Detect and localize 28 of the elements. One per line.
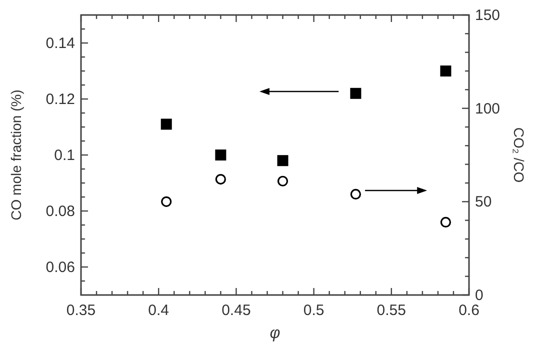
y-tick-label: 0.06: [46, 259, 75, 276]
x-axis-title: φ: [270, 325, 280, 342]
point: [440, 66, 452, 76]
y-tick-label: 0.12: [46, 91, 75, 108]
x-tick-label: 0.35: [66, 302, 96, 319]
y2-tick-label: 0: [475, 287, 484, 304]
point: [350, 88, 362, 99]
point: [440, 216, 452, 228]
x-tick-label: 0.5: [303, 302, 324, 319]
point: [350, 188, 362, 200]
x-tick-label: 0.4: [148, 302, 170, 319]
y-axis-title: CO mole fraction (%): [8, 90, 24, 220]
y2-tick-label: 150: [475, 7, 500, 24]
x-tick-label: 0.6: [458, 302, 480, 319]
point: [277, 155, 288, 166]
y-tick-label: 0.1: [54, 147, 75, 164]
y-tick-label: 0.08: [46, 203, 75, 220]
point: [215, 174, 226, 185]
x-tick-label: 0.55: [376, 302, 406, 319]
point: [161, 196, 172, 207]
point: [215, 150, 226, 160]
y-tick-label: 0.14: [46, 35, 75, 52]
y2-tick-label: 50: [475, 194, 492, 211]
x-tick-label: 0.45: [222, 302, 251, 319]
y2-tick-label: 100: [475, 100, 500, 118]
y2-axis-title: CO₂ /CO: [511, 127, 527, 183]
point: [160, 118, 172, 130]
point: [277, 176, 288, 186]
